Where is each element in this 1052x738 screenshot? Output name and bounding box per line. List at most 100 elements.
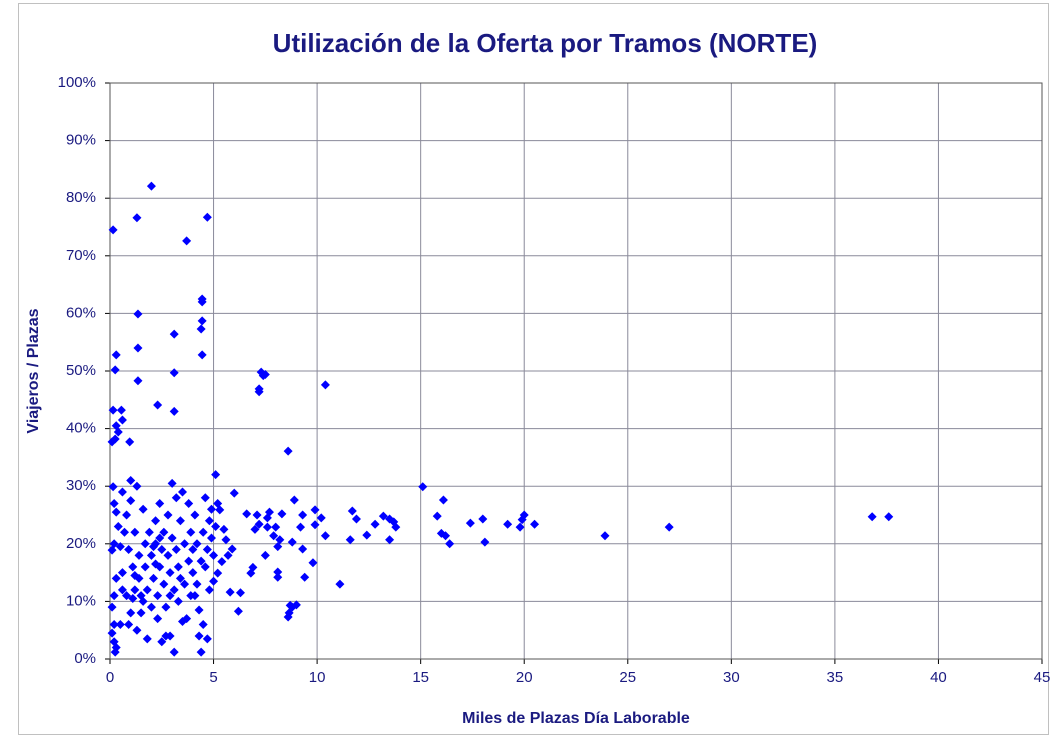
point xyxy=(308,558,318,568)
point xyxy=(378,511,388,521)
point xyxy=(142,634,152,644)
point xyxy=(503,519,513,529)
point xyxy=(229,488,239,498)
point xyxy=(110,365,120,375)
point xyxy=(884,512,894,522)
point xyxy=(116,405,126,415)
point xyxy=(130,585,140,595)
point xyxy=(271,522,281,532)
point xyxy=(153,400,163,410)
point xyxy=(186,527,196,537)
point xyxy=(298,544,308,554)
point xyxy=(206,504,216,514)
y-tick-label: 50% xyxy=(66,362,96,379)
point xyxy=(161,602,171,612)
point xyxy=(140,562,150,572)
point xyxy=(217,557,227,567)
point xyxy=(108,405,118,415)
point xyxy=(235,588,245,598)
point xyxy=(385,535,395,545)
point xyxy=(128,594,138,604)
point xyxy=(190,510,200,520)
x-tick-label: 40 xyxy=(930,669,947,686)
point xyxy=(117,585,127,595)
point xyxy=(124,545,134,555)
point xyxy=(117,487,127,497)
point xyxy=(182,614,192,624)
point xyxy=(188,545,198,555)
point xyxy=(107,602,117,612)
plot-border xyxy=(109,82,1043,660)
point xyxy=(335,579,345,589)
point xyxy=(200,562,210,572)
point xyxy=(197,316,207,326)
point xyxy=(287,537,297,547)
point xyxy=(169,647,179,657)
point xyxy=(530,519,540,529)
point xyxy=(246,568,256,578)
point xyxy=(177,487,187,497)
point xyxy=(128,562,138,572)
point xyxy=(196,324,206,334)
y-tick-label: 0% xyxy=(74,650,96,667)
point xyxy=(133,343,143,353)
point xyxy=(184,556,194,566)
point xyxy=(198,619,208,629)
point xyxy=(126,608,136,618)
point xyxy=(142,585,152,595)
point xyxy=(211,522,221,532)
point xyxy=(136,608,146,618)
x-tick-label: 25 xyxy=(619,669,636,686)
point xyxy=(109,498,119,508)
point xyxy=(225,587,235,597)
point xyxy=(206,533,216,543)
point xyxy=(157,637,167,647)
point xyxy=(108,482,118,492)
point xyxy=(175,516,185,526)
point xyxy=(209,550,219,560)
point xyxy=(254,387,264,397)
point xyxy=(227,544,237,554)
point xyxy=(130,527,140,537)
point xyxy=(126,496,136,506)
point xyxy=(146,181,156,191)
point xyxy=(113,522,123,532)
point xyxy=(133,376,143,386)
point xyxy=(111,573,121,583)
point xyxy=(192,539,202,549)
point xyxy=(165,591,175,601)
point xyxy=(184,498,194,508)
point xyxy=(204,585,214,595)
point xyxy=(180,579,190,589)
point xyxy=(252,510,262,520)
point xyxy=(197,297,207,307)
point xyxy=(517,515,527,525)
point xyxy=(600,531,610,541)
point xyxy=(107,628,117,638)
point xyxy=(165,631,175,641)
x-axis-label: Miles de Plazas Día Laborable xyxy=(462,710,690,727)
x-tick-label: 20 xyxy=(516,669,533,686)
point xyxy=(140,539,150,549)
point xyxy=(180,539,190,549)
point xyxy=(202,545,212,555)
point xyxy=(115,542,125,552)
point xyxy=(163,510,173,520)
point xyxy=(320,380,330,390)
point xyxy=(173,596,183,606)
point xyxy=(148,542,158,552)
point xyxy=(260,369,270,379)
point xyxy=(171,545,181,555)
point xyxy=(126,475,136,485)
point xyxy=(132,481,142,491)
point xyxy=(242,509,252,519)
point xyxy=(254,519,264,529)
point xyxy=(133,309,143,319)
point xyxy=(188,568,198,578)
point xyxy=(283,446,293,456)
point xyxy=(867,512,877,522)
point xyxy=(273,572,283,582)
point xyxy=(351,514,361,524)
point xyxy=(125,437,135,447)
y-tick-label: 60% xyxy=(66,304,96,321)
